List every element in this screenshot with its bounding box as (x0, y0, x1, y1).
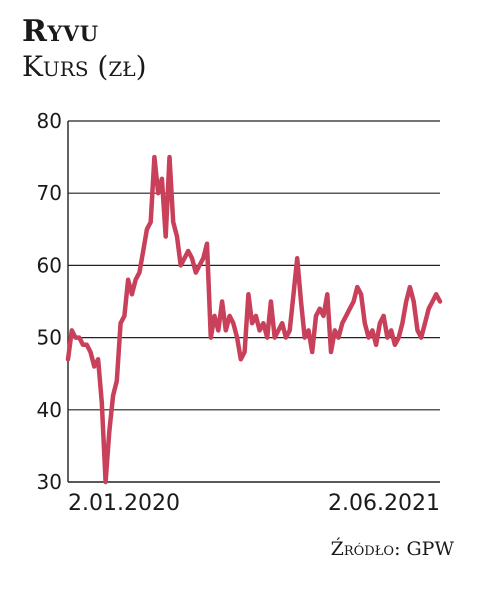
y-tick-label: 80 (37, 109, 62, 133)
x-tick-label: 2.01.2020 (68, 491, 180, 516)
y-tick-label: 70 (37, 181, 62, 205)
y-tick-labels: 30 40 50 60 70 80 (37, 109, 62, 494)
price-series-line (65, 154, 443, 485)
y-tick-label: 60 (37, 253, 62, 277)
chart-subtitle: Kurs (zł) (22, 50, 147, 83)
axes (67, 121, 440, 483)
y-tick-label: 50 (37, 326, 62, 350)
gridlines (68, 120, 440, 411)
y-tick-label: 40 (37, 398, 62, 422)
series-layer (65, 154, 443, 485)
x-tick-labels: 2.01.2020 2.06.2021 (68, 491, 440, 516)
x-tick-label: 2.06.2021 (328, 491, 440, 516)
y-tick-label: 30 (37, 470, 62, 494)
source-note: Źródło: GPW (330, 538, 454, 560)
chart-title: Ryvu (22, 14, 99, 49)
